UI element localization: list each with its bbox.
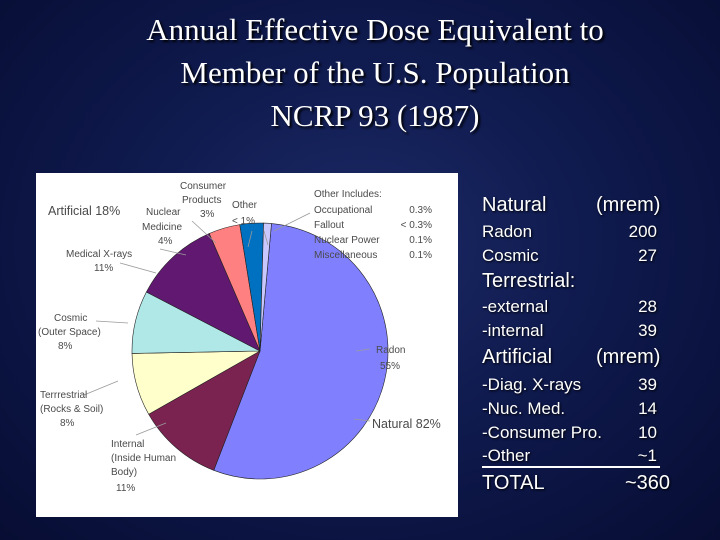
label-terrestrial-1: Terrrestrial [40, 390, 87, 401]
label-nuclear-1: Nuclear [146, 207, 181, 218]
leader-line [83, 380, 119, 396]
natural-header: Natural [482, 194, 547, 216]
leader-line [247, 230, 253, 248]
leader-line [263, 230, 269, 246]
label-other: Other [232, 200, 258, 211]
other-value-miscellaneous: 0.1% [409, 250, 432, 261]
label-cosmic-1: Cosmic [54, 313, 87, 324]
pie-slice-other [259, 222, 272, 352]
row-nuc-med-label: -Nuc. Med. [482, 399, 566, 418]
row-diag-xrays-value: 39 [638, 375, 657, 394]
row-internal-value: 39 [638, 321, 657, 340]
pie-slice-radon [213, 223, 389, 480]
row-radon-label: Radon [482, 222, 533, 241]
row-nuc-med-value: 14 [638, 399, 657, 418]
artificial-header: Artificial [482, 346, 553, 368]
artificial-unit-header: (mrem) [596, 346, 661, 368]
leader-line [191, 220, 217, 244]
title-line-3: NCRP 93 (1987) [270, 98, 480, 133]
label-natural-group: Natural 82% [372, 417, 441, 431]
row-other-value: ~1 [637, 446, 657, 465]
row-internal-label: -internal [482, 321, 544, 340]
label-internal-1: Internal [111, 439, 144, 450]
value-terrestrial: 8% [60, 418, 75, 429]
label-internal-2: (Inside Human [111, 453, 176, 464]
other-value-nuclear-power: 0.1% [409, 235, 432, 246]
row-consumer-value: 10 [638, 423, 657, 442]
other-item-miscellaneous: Miscellaneous [314, 250, 377, 261]
label-internal-3: Body) [111, 467, 137, 478]
other-item-occupational: Occupational [314, 205, 372, 216]
leader-line [119, 262, 157, 274]
leader-line [95, 320, 129, 324]
leader-line [159, 248, 187, 256]
leader-line [273, 212, 311, 232]
label-radon: Radon [376, 345, 405, 356]
value-nuclear: 4% [158, 236, 173, 247]
other-value-fallout: < 0.3% [401, 220, 433, 231]
label-nuclear-2: Medicine [142, 222, 182, 233]
terrestrial-header: Terrestrial: [482, 270, 576, 292]
row-radon-value: 200 [628, 222, 657, 241]
total-label: TOTAL [482, 472, 545, 494]
label-medical: Medical X-rays [66, 249, 132, 260]
row-consumer-label: -Consumer Pro. [482, 423, 602, 442]
slide-title: Annual Effective Dose Equivalent to Memb… [40, 8, 710, 137]
natural-unit-header: (mrem) [596, 194, 661, 216]
pie-slice-internal-inside-human-body [148, 350, 261, 471]
other-value-occupational: 0.3% [409, 205, 432, 216]
label-consumer-2: Products [182, 195, 221, 206]
leader-line [355, 348, 371, 352]
total-value: ~360 [624, 472, 670, 494]
leader-line [353, 418, 371, 422]
value-other: < 1% [232, 216, 255, 227]
row-external-value: 28 [638, 297, 657, 316]
value-consumer: 3% [200, 209, 215, 220]
other-item-fallout: Fallout [314, 220, 344, 231]
pie-chart-panel: Radon 55% Internal (Inside Human Body) 1… [36, 173, 458, 517]
label-cosmic-2: (Outer Space) [38, 327, 101, 338]
value-internal: 11% [116, 483, 135, 494]
row-other-label: -Other [482, 446, 531, 465]
other-item-nuclear-power: Nuclear Power [314, 235, 380, 246]
sum-divider [482, 466, 660, 468]
value-cosmic: 8% [58, 341, 73, 352]
value-radon: 55% [380, 361, 400, 372]
row-cosmic-value: 27 [638, 246, 657, 265]
label-artificial-group: Artificial 18% [48, 204, 120, 218]
title-line-2: Member of the U.S. Population [180, 55, 570, 90]
row-external-label: -external [482, 297, 549, 316]
row-diag-xrays-label: -Diag. X-rays [482, 375, 582, 394]
label-consumer-1: Consumer [180, 181, 227, 192]
leader-line [135, 422, 167, 436]
label-terrestrial-2: (Rocks & Soil) [40, 404, 103, 415]
pie-chart: Radon 55% Internal (Inside Human Body) 1… [38, 181, 441, 494]
value-medical: 11% [94, 263, 113, 274]
title-line-1: Annual Effective Dose Equivalent to [146, 12, 604, 47]
row-cosmic-label: Cosmic [482, 246, 539, 265]
other-includes-title: Other Includes: [314, 189, 382, 200]
